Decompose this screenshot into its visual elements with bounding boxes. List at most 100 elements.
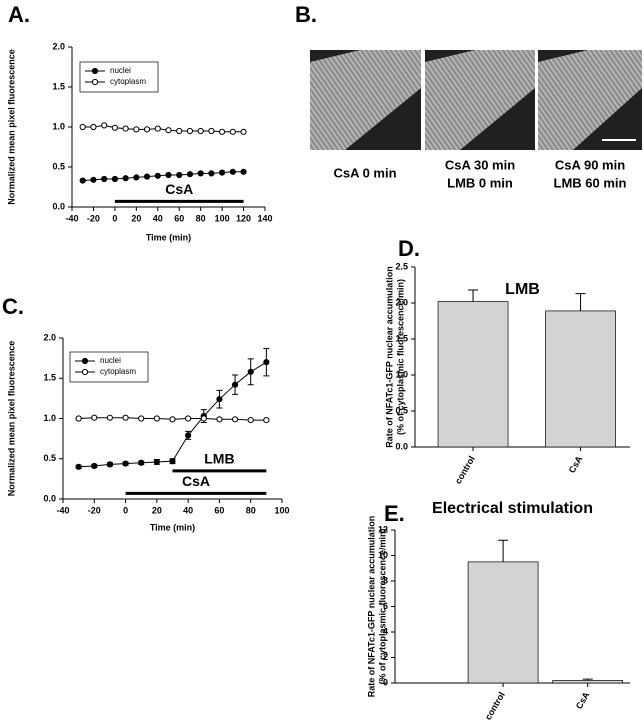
data-point xyxy=(154,172,161,179)
x-tick-label: 0 xyxy=(123,505,128,515)
data-point xyxy=(216,396,223,403)
series-line xyxy=(82,171,244,182)
legend-box xyxy=(69,351,149,383)
data-point xyxy=(154,125,161,132)
caption: LMB 0 min xyxy=(447,175,513,190)
y-tick-label: 0.0 xyxy=(395,441,408,451)
data-point xyxy=(169,458,176,465)
micrograph xyxy=(425,50,535,150)
data-point xyxy=(122,175,129,182)
y-axis-label: Rate of NFATc1-GFP nuclear accumulation xyxy=(366,516,376,698)
legend-box xyxy=(79,61,159,93)
caption: CsA 0 min xyxy=(333,165,396,180)
y-tick-label: 1.0 xyxy=(52,121,65,131)
x-tick-label: 40 xyxy=(153,213,163,223)
bar xyxy=(437,301,509,448)
series-line xyxy=(82,124,244,133)
data-point xyxy=(240,168,247,175)
data-point xyxy=(91,414,98,421)
x-axis-label: Time (min) xyxy=(150,522,195,532)
y-tick-label: 0 xyxy=(383,677,388,687)
data-point xyxy=(176,171,183,179)
data-point xyxy=(208,170,215,177)
y-tick-label: 2.0 xyxy=(52,41,65,51)
y-tick-label: 1.5 xyxy=(43,373,56,383)
x-tick-label: control xyxy=(453,454,477,485)
micrograph xyxy=(310,50,421,150)
data-point xyxy=(219,128,226,135)
data-point xyxy=(231,381,239,388)
legend-label: cytoplasm xyxy=(110,77,146,86)
y-tick-label: 2 xyxy=(383,652,388,662)
x-tick-label: -40 xyxy=(56,505,69,515)
y-tick-label: 6 xyxy=(383,601,388,611)
data-point xyxy=(79,123,86,131)
image-panel: B. CsA 0 min CsA 30 min LMB 0 min CsA 90… xyxy=(295,2,642,190)
annotation: LMB xyxy=(204,451,234,467)
data-point xyxy=(219,169,226,176)
data-point xyxy=(247,368,254,375)
x-tick-label: 60 xyxy=(174,213,184,223)
data-point xyxy=(247,417,254,424)
chart-title: Electrical stimulation xyxy=(432,500,593,517)
legend-marker xyxy=(81,357,89,365)
data-point xyxy=(111,175,118,183)
x-tick-label: 20 xyxy=(152,505,162,515)
x-tick-label: -20 xyxy=(88,505,101,515)
y-tick-label: 8 xyxy=(383,575,388,585)
legend-marker xyxy=(91,67,99,75)
data-point xyxy=(165,127,172,134)
chart-title: LMB xyxy=(505,281,540,298)
data-point xyxy=(263,359,270,366)
y-tick-label: 1.5 xyxy=(52,81,65,91)
y-tick-label: 2.0 xyxy=(43,332,56,342)
panel-label: B. xyxy=(295,2,317,27)
x-tick-label: 140 xyxy=(257,213,272,223)
panel-label: A. xyxy=(8,2,30,27)
x-tick-label: 100 xyxy=(215,213,230,223)
x-tick-label: 100 xyxy=(274,505,289,515)
y-tick-label: 1.5 xyxy=(395,333,408,343)
y-axis-label: Rate of NFATc1-GFP nuclear accumulation xyxy=(384,266,394,448)
data-point xyxy=(91,462,98,470)
data-point xyxy=(122,414,129,421)
annotation: CsA xyxy=(182,473,210,489)
data-point xyxy=(133,174,140,181)
bar xyxy=(552,680,624,684)
data-point xyxy=(90,123,97,131)
data-point xyxy=(122,125,129,132)
y-tick-label: 1.0 xyxy=(395,369,408,379)
data-point xyxy=(165,171,172,179)
data-point xyxy=(138,459,145,466)
x-tick-label: 0 xyxy=(112,213,117,223)
legend-label: nuclei xyxy=(110,66,131,75)
x-tick-label: -40 xyxy=(65,213,78,223)
data-point xyxy=(231,416,239,423)
data-point xyxy=(186,171,194,178)
data-point xyxy=(216,416,223,423)
data-point xyxy=(176,127,183,135)
y-axis-label: Normalized mean pixel fluorescence xyxy=(6,49,16,205)
micrograph xyxy=(538,50,642,150)
y-tick-label: 0.0 xyxy=(43,493,56,503)
panel-label: E. xyxy=(384,501,405,526)
y-tick-label: 10 xyxy=(378,550,388,560)
data-point xyxy=(111,124,118,131)
data-point xyxy=(153,458,160,466)
bar xyxy=(467,561,539,684)
data-point xyxy=(75,463,82,470)
panel-label: C. xyxy=(2,294,24,319)
data-point xyxy=(75,415,82,422)
x-tick-label: 40 xyxy=(183,505,193,515)
y-axis-label: Normalized mean pixel fluorescence xyxy=(6,341,16,497)
annotation: CsA xyxy=(165,181,193,197)
data-point xyxy=(197,127,204,135)
data-point xyxy=(106,461,114,468)
legend-marker xyxy=(91,78,99,86)
y-tick-label: 0.5 xyxy=(52,161,65,171)
y-tick-label: 12 xyxy=(378,524,388,534)
data-point xyxy=(101,175,108,183)
data-point xyxy=(143,173,151,180)
